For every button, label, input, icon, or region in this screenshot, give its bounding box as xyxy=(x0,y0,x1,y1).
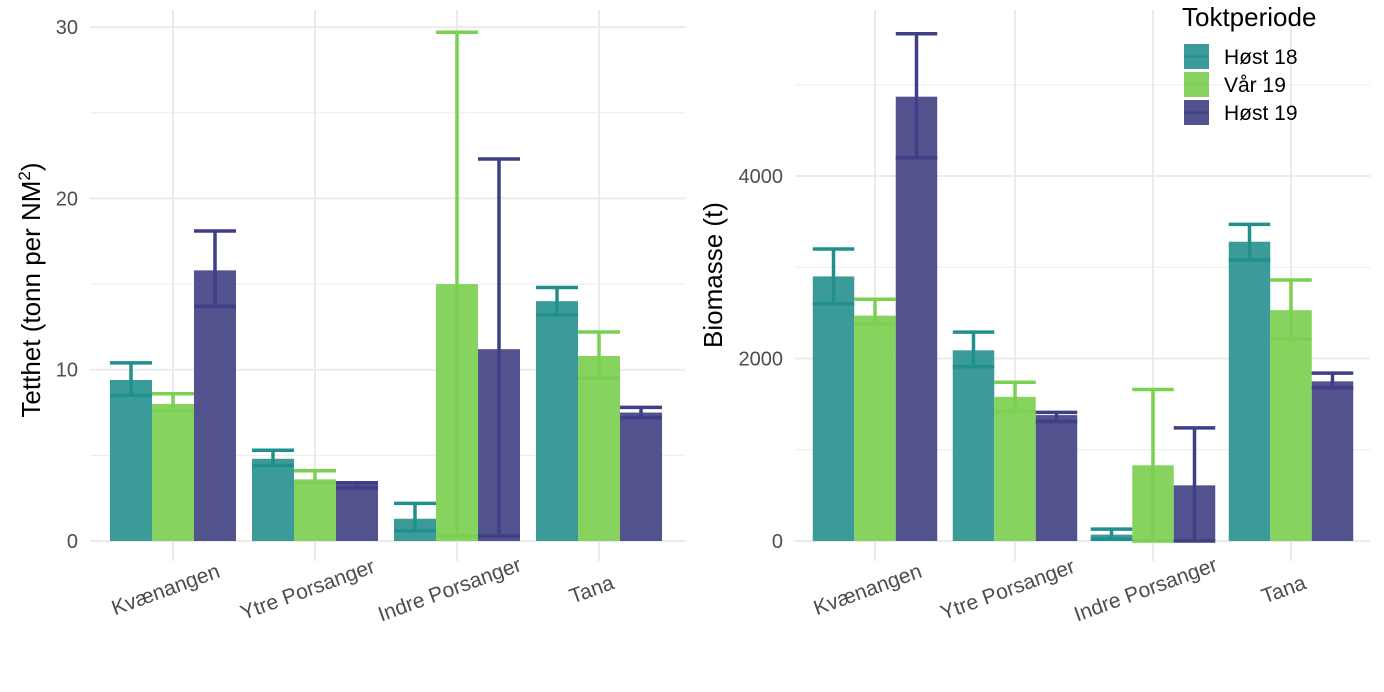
y-axis-title: Tetthet (tonn per NM2) xyxy=(15,162,46,417)
y-tick-label: 0 xyxy=(67,531,78,553)
bar-vår-19 xyxy=(152,403,194,541)
x-tick-label: Indre Porsanger xyxy=(1071,553,1220,626)
bar-høst-18 xyxy=(536,301,578,541)
bar-høst-18 xyxy=(952,350,995,541)
x-tick-label: Tana xyxy=(1258,571,1309,608)
y-tick-label: 10 xyxy=(56,360,78,382)
bar-høst-19 xyxy=(1311,381,1354,541)
y-tick-label: 0 xyxy=(772,531,783,553)
y-tick-label: 4000 xyxy=(739,166,784,188)
x-tick-label: Kvænangen xyxy=(109,560,223,620)
bar-vår-19 xyxy=(994,396,1036,541)
x-tick-label: Indre Porsanger xyxy=(375,553,524,626)
x-tick-label: Kvænangen xyxy=(811,560,925,620)
y-tick-label: 30 xyxy=(56,17,78,39)
bar-høst-19 xyxy=(336,484,378,541)
bar-høst-18 xyxy=(252,458,294,541)
bar-høst-19 xyxy=(895,96,938,541)
x-tick-label: Ytre Porsanger xyxy=(237,555,378,625)
bar-vår-19 xyxy=(294,479,336,541)
y-axis-title-close: ) xyxy=(16,162,46,171)
bar-høst-19 xyxy=(620,412,662,541)
bar-vår-19 xyxy=(1270,310,1312,541)
bar-høst-19 xyxy=(194,270,236,541)
bar-vår-19 xyxy=(578,356,620,541)
bar-høst-18 xyxy=(1228,241,1271,542)
x-tick-label: Ytre Porsanger xyxy=(937,555,1078,625)
y-axis-title-superscript: 2 xyxy=(15,171,34,180)
y-axis-title-main: Tetthet (tonn per NM xyxy=(16,181,46,418)
legend-label: Vår 19 xyxy=(1224,74,1286,97)
bar-høst-18 xyxy=(812,276,855,541)
bar-høst-19 xyxy=(1035,415,1078,541)
legend-title: Toktperiode xyxy=(1182,2,1316,32)
x-tick-label: Tana xyxy=(566,571,617,608)
y-axis-title: Biomasse (t) xyxy=(698,202,728,348)
legend-label: Høst 19 xyxy=(1224,102,1298,125)
bar-høst-18 xyxy=(110,379,152,541)
y-tick-label: 20 xyxy=(56,188,78,210)
y-tick-label: 2000 xyxy=(739,349,784,371)
bar-vår-19 xyxy=(854,315,896,541)
legend-label: Høst 18 xyxy=(1224,46,1298,69)
legend: Toktperiode Høst 18 Vår 19 Høst 19 xyxy=(1182,2,1316,125)
